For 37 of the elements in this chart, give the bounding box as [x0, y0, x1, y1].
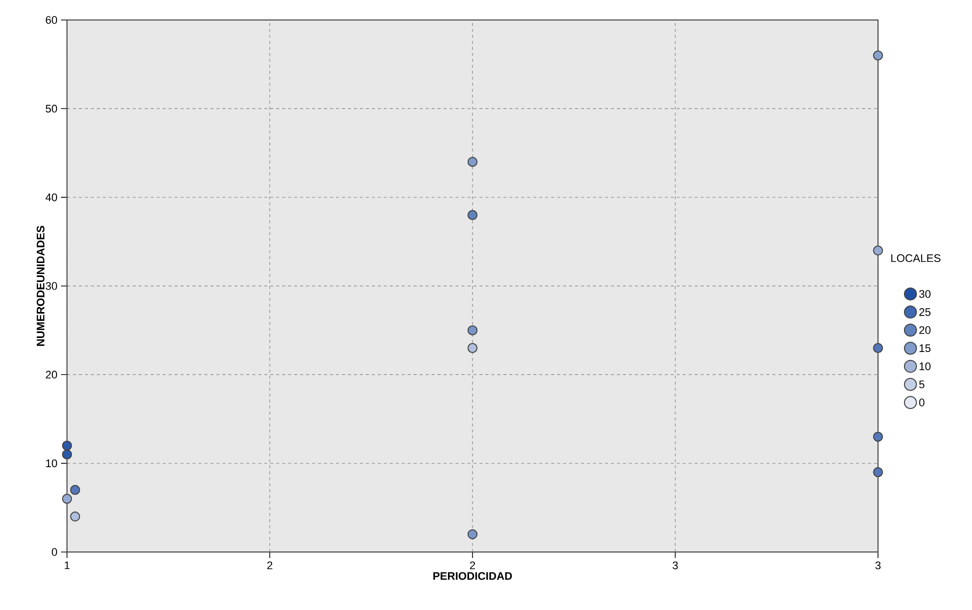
point [62, 449, 72, 460]
y-tick-label: 40 [46, 193, 58, 202]
point [873, 50, 884, 60]
point [468, 210, 478, 220]
color-bar-label: 20 [919, 326, 931, 334]
point [62, 440, 72, 451]
y-tick-label: 50 [46, 104, 58, 113]
x-tick-label: 3 [875, 562, 881, 570]
color-bar-label: 5 [919, 380, 924, 388]
y-tick-label: 20 [46, 370, 58, 379]
color-bar-label: 0 [919, 398, 924, 406]
y-tick-label: 0 [52, 548, 58, 556]
legend-title: LOCALES [891, 254, 940, 262]
color-bar-label: 25 [919, 308, 930, 316]
point [873, 343, 884, 354]
point [873, 432, 884, 442]
point [468, 529, 478, 540]
x-tick-label: 2 [470, 562, 476, 570]
y-tick-label: 30 [46, 282, 58, 290]
y-tick-label: 10 [46, 459, 58, 468]
y-axis-title: NUMERODEUNIDADES [36, 226, 44, 346]
point [873, 467, 884, 478]
x-tick-label: 1 [64, 562, 70, 570]
point [873, 246, 884, 256]
color-bar-label: 10 [920, 362, 931, 370]
point [468, 325, 478, 336]
x-tick-label: 3 [672, 562, 678, 570]
y-tick-label: 60 [46, 16, 58, 24]
color-bar-label: 30 [919, 290, 931, 298]
point [70, 512, 80, 522]
point [70, 484, 80, 495]
point [62, 494, 72, 504]
point [468, 343, 478, 354]
point [468, 156, 478, 167]
color-bar-label: 15 [920, 344, 930, 352]
x-axis-title: PERIODICIDAD [433, 572, 512, 580]
x-tick-label: 2 [267, 562, 272, 570]
